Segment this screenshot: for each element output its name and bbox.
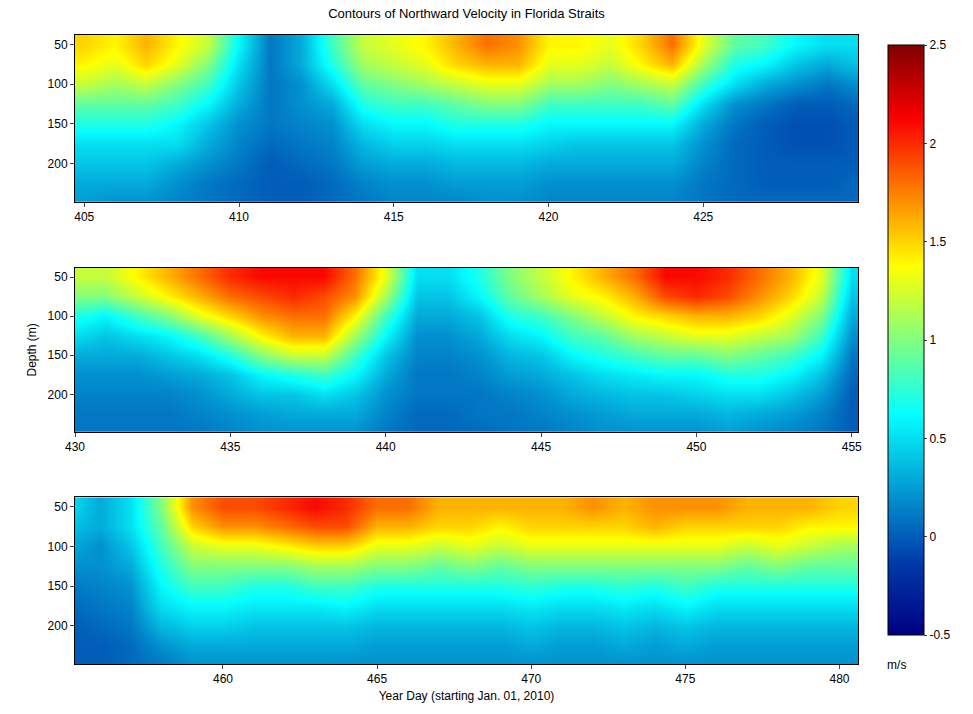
- svg-text:-0.5: -0.5: [929, 628, 950, 642]
- svg-text:150: 150: [48, 117, 68, 131]
- svg-text:435: 435: [220, 440, 240, 454]
- svg-text:455: 455: [842, 440, 862, 454]
- svg-text:2.5: 2.5: [929, 38, 946, 52]
- svg-text:410: 410: [229, 210, 249, 224]
- svg-text:Depth (m): Depth (m): [25, 323, 39, 376]
- svg-text:460: 460: [213, 672, 233, 686]
- svg-text:0.5: 0.5: [929, 432, 946, 446]
- svg-text:50: 50: [54, 270, 68, 284]
- svg-text:50: 50: [54, 38, 68, 52]
- svg-text:150: 150: [48, 348, 68, 362]
- svg-text:200: 200: [48, 619, 68, 633]
- svg-text:0: 0: [929, 530, 936, 544]
- svg-text:50: 50: [54, 500, 68, 514]
- svg-text:100: 100: [48, 77, 68, 91]
- svg-text:480: 480: [829, 672, 849, 686]
- svg-text:Year Day (starting Jan. 01, 20: Year Day (starting Jan. 01, 2010): [379, 689, 555, 703]
- svg-text:1: 1: [929, 333, 936, 347]
- svg-text:440: 440: [376, 440, 396, 454]
- svg-text:1.5: 1.5: [929, 235, 946, 249]
- svg-text:420: 420: [538, 210, 558, 224]
- svg-text:425: 425: [693, 210, 713, 224]
- svg-text:415: 415: [384, 210, 404, 224]
- svg-text:465: 465: [367, 672, 387, 686]
- svg-text:430: 430: [65, 440, 85, 454]
- svg-text:450: 450: [686, 440, 706, 454]
- svg-text:405: 405: [74, 210, 94, 224]
- svg-text:150: 150: [48, 579, 68, 593]
- svg-text:470: 470: [521, 672, 541, 686]
- svg-text:200: 200: [48, 157, 68, 171]
- svg-text:m/s: m/s: [887, 658, 906, 672]
- svg-text:2: 2: [929, 137, 936, 151]
- svg-text:445: 445: [531, 440, 551, 454]
- svg-text:475: 475: [675, 672, 695, 686]
- svg-text:200: 200: [48, 388, 68, 402]
- svg-text:Contours of Northward Velocity: Contours of Northward Velocity in Florid…: [328, 6, 605, 21]
- svg-text:100: 100: [48, 540, 68, 554]
- svg-text:100: 100: [48, 309, 68, 323]
